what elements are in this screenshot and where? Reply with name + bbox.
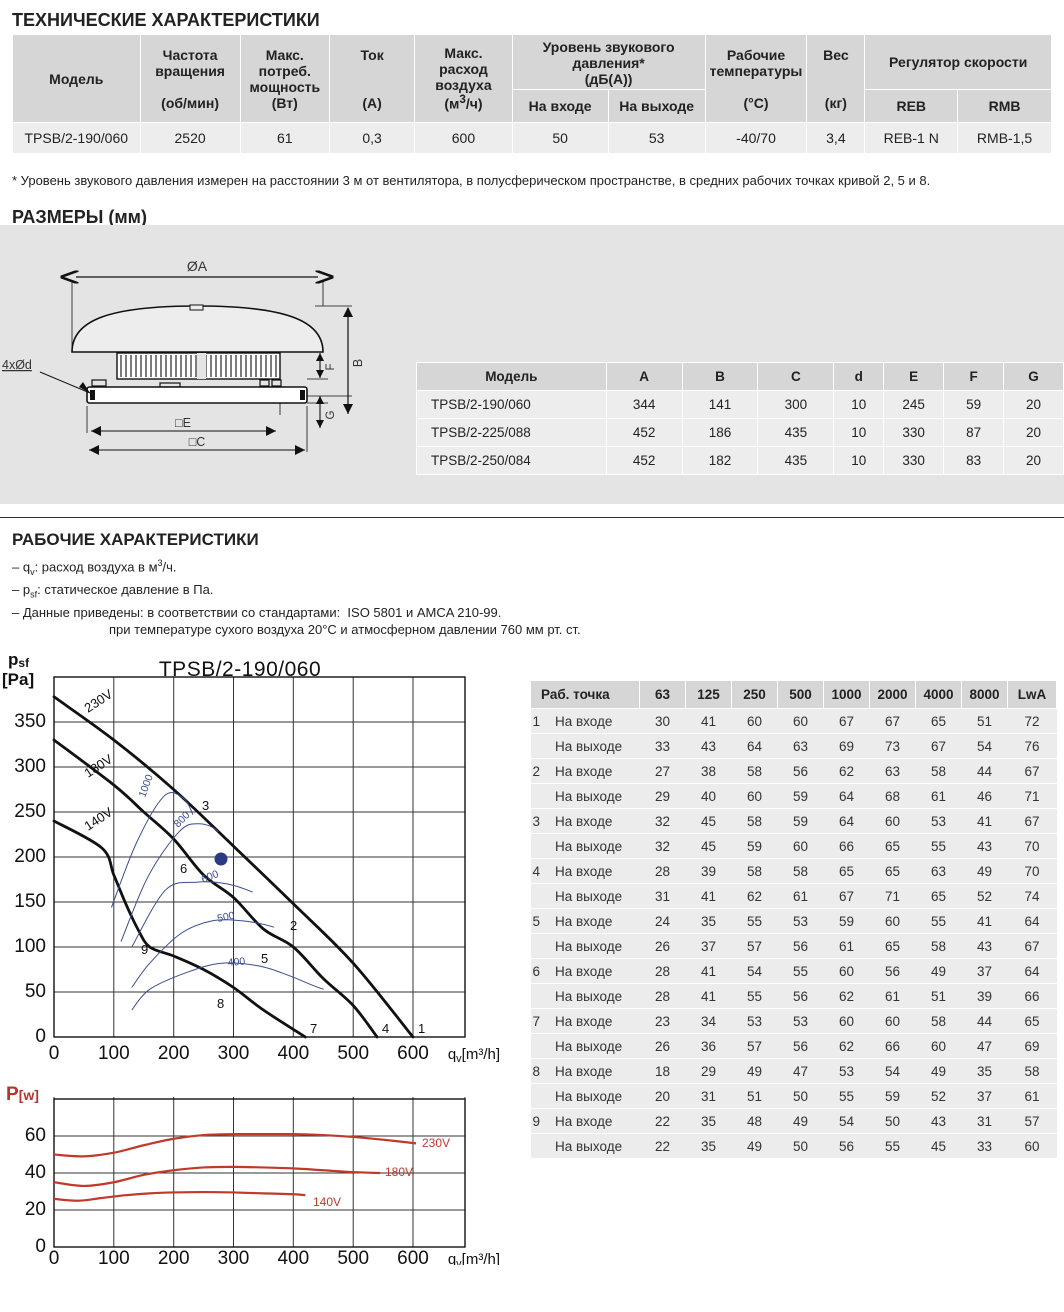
svg-text:100: 100: [98, 1043, 130, 1064]
svg-text:0: 0: [35, 1236, 46, 1257]
svg-text:200: 200: [158, 1248, 190, 1265]
svg-text:400: 400: [277, 1248, 309, 1265]
svg-text:40: 40: [25, 1162, 46, 1183]
svg-text:0: 0: [49, 1248, 60, 1265]
svg-text:B: B: [351, 359, 365, 367]
svg-text:500: 500: [216, 910, 236, 925]
svg-text:7: 7: [310, 1021, 317, 1036]
svg-text:600: 600: [397, 1043, 429, 1064]
svg-text:60: 60: [25, 1125, 46, 1146]
svg-text:600: 600: [200, 868, 221, 886]
svg-text:250: 250: [14, 801, 46, 822]
svg-text:F: F: [325, 363, 337, 370]
svg-text:50: 50: [25, 981, 46, 1002]
svg-text:140V: 140V: [81, 804, 115, 833]
svg-text:300: 300: [218, 1248, 250, 1265]
svg-text:350: 350: [14, 711, 46, 732]
svg-text:600: 600: [397, 1248, 429, 1265]
svg-text:3: 3: [202, 798, 209, 813]
svg-text:140V: 140V: [313, 1195, 341, 1209]
svg-text:400: 400: [277, 1043, 309, 1064]
svg-text:1000: 1000: [137, 773, 156, 799]
svg-text:psf: psf: [8, 650, 30, 670]
svg-text:100: 100: [98, 1248, 130, 1265]
svg-text:8: 8: [217, 996, 224, 1011]
svg-text:□C: □C: [189, 435, 206, 449]
svg-text:230V: 230V: [81, 686, 115, 715]
svg-text:180V: 180V: [385, 1165, 413, 1179]
svg-text:[Pa]: [Pa]: [2, 670, 34, 689]
svg-text:180V: 180V: [81, 751, 115, 780]
svg-text:200: 200: [158, 1043, 190, 1064]
svg-text:0: 0: [35, 1026, 46, 1047]
svg-text:20: 20: [25, 1199, 46, 1220]
svg-text:150: 150: [14, 891, 46, 912]
svg-text:4: 4: [382, 1021, 389, 1036]
svg-text:300: 300: [218, 1043, 250, 1064]
svg-text:400: 400: [227, 955, 246, 968]
svg-text:200: 200: [14, 846, 46, 867]
svg-text:ØA: ØA: [187, 258, 208, 274]
svg-text:0: 0: [49, 1043, 60, 1064]
svg-text:□E: □E: [175, 416, 191, 430]
svg-text:5: 5: [261, 951, 268, 966]
svg-text:100: 100: [14, 936, 46, 957]
svg-text:2: 2: [290, 918, 297, 933]
svg-text:500: 500: [337, 1043, 369, 1064]
svg-text:G: G: [325, 410, 337, 419]
svg-text:qv[m³/h]: qv[m³/h]: [448, 1046, 500, 1065]
svg-text:P[w]: P[w]: [6, 1084, 39, 1105]
svg-text:500: 500: [337, 1248, 369, 1265]
svg-text:4xØd: 4xØd: [2, 358, 32, 372]
svg-text:9: 9: [141, 942, 148, 957]
svg-text:230V: 230V: [422, 1136, 450, 1150]
svg-text:qv[m³/h]: qv[m³/h]: [448, 1251, 500, 1265]
svg-text:1: 1: [418, 1021, 425, 1036]
svg-text:6: 6: [180, 861, 187, 876]
svg-text:300: 300: [14, 756, 46, 777]
